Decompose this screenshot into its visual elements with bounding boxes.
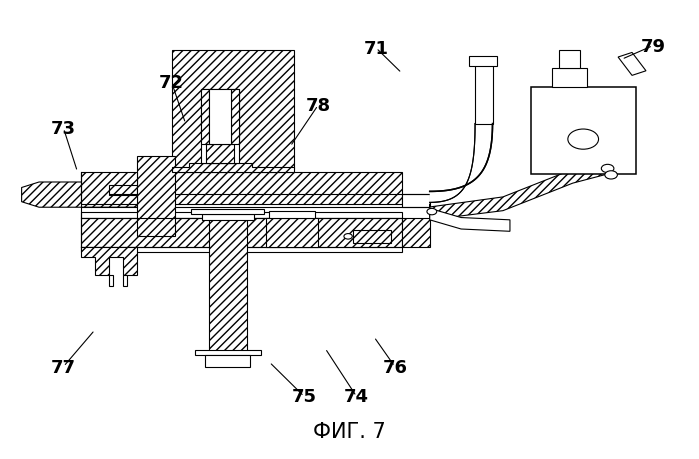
Polygon shape [201, 90, 239, 163]
Polygon shape [206, 145, 233, 163]
Polygon shape [191, 209, 264, 215]
Text: 71: 71 [363, 40, 389, 58]
Polygon shape [137, 156, 175, 236]
Polygon shape [353, 230, 391, 243]
Polygon shape [430, 209, 510, 232]
Polygon shape [172, 51, 294, 170]
Circle shape [605, 171, 617, 179]
Text: 73: 73 [51, 120, 76, 138]
Circle shape [568, 130, 598, 150]
Polygon shape [123, 275, 127, 287]
Polygon shape [201, 215, 254, 220]
Polygon shape [559, 51, 579, 69]
Text: 78: 78 [305, 97, 331, 115]
Circle shape [427, 209, 437, 215]
Circle shape [601, 165, 614, 173]
Polygon shape [430, 163, 607, 220]
Polygon shape [430, 124, 493, 203]
Polygon shape [201, 90, 209, 145]
Text: 76: 76 [382, 358, 408, 376]
Polygon shape [194, 350, 261, 355]
Polygon shape [470, 57, 498, 67]
Polygon shape [205, 355, 250, 367]
Text: 74: 74 [344, 387, 369, 405]
Polygon shape [209, 90, 231, 145]
Polygon shape [172, 163, 294, 172]
Polygon shape [81, 218, 402, 248]
Circle shape [344, 234, 352, 240]
Polygon shape [402, 195, 430, 207]
Polygon shape [81, 247, 402, 252]
Polygon shape [531, 88, 635, 174]
Polygon shape [266, 218, 318, 248]
Polygon shape [552, 69, 586, 88]
Polygon shape [81, 172, 137, 204]
Polygon shape [109, 275, 113, 287]
Polygon shape [231, 90, 239, 145]
Polygon shape [618, 53, 646, 76]
Text: ФИГ. 7: ФИГ. 7 [313, 421, 386, 441]
Polygon shape [81, 213, 402, 218]
Text: 79: 79 [640, 38, 665, 56]
Text: 72: 72 [159, 74, 184, 92]
Polygon shape [81, 248, 137, 275]
Polygon shape [22, 183, 140, 208]
Polygon shape [208, 218, 247, 358]
Polygon shape [137, 172, 402, 204]
Text: 77: 77 [51, 358, 76, 376]
Text: 75: 75 [291, 387, 317, 405]
Polygon shape [402, 218, 430, 248]
Polygon shape [269, 211, 315, 218]
Polygon shape [475, 65, 493, 124]
